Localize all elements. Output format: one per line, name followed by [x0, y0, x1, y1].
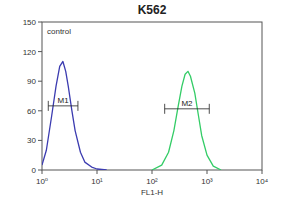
plot-area	[42, 61, 221, 170]
y-tick	[38, 51, 42, 52]
y-tick	[38, 110, 42, 111]
gate-bar	[165, 108, 210, 109]
x-tick-label: 10⁴	[256, 177, 269, 186]
y-tick-label: 150	[23, 18, 37, 27]
x-tick	[152, 170, 153, 174]
y-tick-label: 0	[32, 166, 37, 175]
y-tick-label: 120	[23, 48, 37, 57]
y-tick-label: 90	[27, 77, 36, 86]
histogram-line	[152, 71, 221, 170]
y-tick	[38, 170, 42, 171]
gate-end	[77, 101, 78, 111]
plot-frame	[42, 22, 262, 170]
annotation: control	[47, 27, 71, 36]
y-tick	[38, 22, 42, 23]
gate-end	[164, 104, 165, 114]
gate-label: M1	[58, 96, 70, 105]
x-tick-label: 10³	[201, 177, 213, 186]
gate-end	[48, 101, 49, 111]
chart: K562 10⁰ 10¹ 10² 10³ 10⁴ 0 30 60 90 120 150 FL1-H M1 M…	[0, 0, 300, 200]
y-tick-label: 60	[27, 107, 36, 116]
x-tick-label: 10⁰	[36, 177, 48, 186]
x-tick-label: 10¹	[91, 177, 103, 186]
x-tick	[207, 170, 208, 174]
x-tick	[262, 170, 263, 174]
x-tick-label: 10²	[146, 177, 158, 186]
gate-end	[209, 104, 210, 114]
gate-bar	[48, 105, 78, 106]
title: K562	[138, 3, 167, 17]
x-axis-label: FL1-H	[141, 188, 163, 197]
histogram-line	[42, 61, 107, 170]
y-tick	[38, 81, 42, 82]
y-tick	[38, 140, 42, 141]
gate-label: M2	[181, 99, 193, 108]
x-tick	[97, 170, 98, 174]
y-tick-label: 30	[27, 136, 36, 145]
x-tick	[42, 170, 43, 174]
